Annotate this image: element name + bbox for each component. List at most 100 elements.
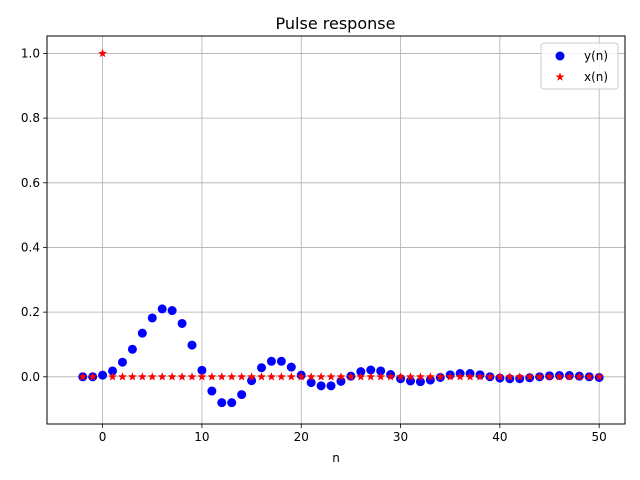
point-x-n xyxy=(187,372,197,381)
point-y-n xyxy=(197,365,207,375)
point-x-n xyxy=(118,372,127,381)
point-y-n xyxy=(326,381,336,391)
point-x-n xyxy=(485,372,495,381)
point-x-n xyxy=(386,372,395,381)
legend: y(n) x(n) xyxy=(540,42,619,90)
point-x-n xyxy=(207,372,217,381)
point-x-n xyxy=(247,372,256,381)
point-y-n xyxy=(117,357,127,367)
point-y-n xyxy=(137,328,147,338)
point-x-n xyxy=(167,372,177,381)
point-x-n xyxy=(237,372,247,381)
x-tick-label: 10 xyxy=(194,430,209,444)
point-y-n xyxy=(266,356,276,366)
point-x-n xyxy=(396,372,405,381)
point-x-n xyxy=(277,372,286,381)
point-x-n xyxy=(584,372,594,381)
point-y-n xyxy=(187,340,197,350)
point-y-n xyxy=(237,390,247,400)
point-y-n xyxy=(177,318,187,328)
point-x-n xyxy=(306,372,316,381)
point-x-n xyxy=(425,372,435,381)
y-tick-label: 0.2 xyxy=(21,305,40,319)
y-tick-label: 0.6 xyxy=(21,176,40,190)
y-tick-label: 0.4 xyxy=(21,240,40,254)
point-x-n xyxy=(594,372,604,381)
point-y-n xyxy=(257,363,267,373)
point-x-n xyxy=(267,372,276,381)
point-x-n xyxy=(98,48,107,58)
point-y-n xyxy=(207,386,217,396)
point-x-n xyxy=(128,372,137,381)
point-x-n xyxy=(326,372,336,381)
y-tick-label: 0.8 xyxy=(21,111,40,125)
point-y-n xyxy=(167,306,177,316)
point-x-n xyxy=(137,372,147,381)
point-y-n xyxy=(366,365,376,375)
point-x-n xyxy=(316,372,326,381)
point-x-n xyxy=(435,372,445,381)
point-x-n xyxy=(78,372,88,381)
point-x-n xyxy=(505,372,515,381)
point-y-n xyxy=(127,344,137,354)
point-x-n xyxy=(406,372,415,381)
chart-title: Pulse response xyxy=(276,14,396,33)
point-x-n xyxy=(197,372,207,381)
point-y-n xyxy=(356,367,366,377)
point-x-n xyxy=(455,372,465,381)
point-y-n xyxy=(247,376,257,386)
point-y-n xyxy=(108,366,118,376)
point-x-n xyxy=(574,372,584,381)
point-y-n xyxy=(147,313,157,323)
legend-marker-y-n xyxy=(555,51,565,61)
point-x-n xyxy=(286,372,296,381)
point-x-n xyxy=(565,372,574,381)
x-tick-label: 0 xyxy=(99,430,107,444)
point-y-n xyxy=(306,378,316,388)
grid xyxy=(47,36,625,424)
legend-marker-x-n xyxy=(555,72,565,81)
point-x-n xyxy=(177,372,187,381)
point-y-n xyxy=(286,362,296,372)
point-y-n xyxy=(217,398,227,408)
point-x-n xyxy=(376,372,386,381)
point-x-n xyxy=(227,372,237,381)
point-y-n xyxy=(276,356,286,366)
point-y-n xyxy=(227,398,237,408)
point-x-n xyxy=(515,372,525,381)
point-x-n xyxy=(356,372,366,381)
x-tick-label: 40 xyxy=(492,430,507,444)
point-y-n xyxy=(316,381,326,391)
point-x-n xyxy=(147,372,157,381)
point-y-n xyxy=(157,304,167,314)
point-x-n xyxy=(465,372,475,381)
x-tick-label: 20 xyxy=(294,430,309,444)
point-x-n xyxy=(555,372,564,381)
x-axis-label: n xyxy=(332,451,340,465)
point-y-n xyxy=(98,370,108,380)
point-x-n xyxy=(346,372,356,381)
point-x-n xyxy=(525,372,535,381)
data-points xyxy=(78,48,604,408)
point-x-n xyxy=(336,372,346,381)
point-x-n xyxy=(495,372,505,381)
y-tick-label: 0.0 xyxy=(21,370,40,384)
legend-label-y-n: y(n) xyxy=(584,49,608,63)
point-x-n xyxy=(108,372,117,381)
x-axis-ticks: 0 10 20 30 40 50 xyxy=(99,424,607,444)
plot-frame xyxy=(46,35,626,425)
y-axis-ticks: 0.0 0.2 0.4 0.6 0.8 1.0 xyxy=(21,46,47,384)
x-tick-label: 50 xyxy=(592,430,607,444)
point-x-n xyxy=(416,372,425,381)
point-x-n xyxy=(535,372,544,381)
point-x-n xyxy=(475,372,485,381)
point-x-n xyxy=(366,372,376,381)
point-x-n xyxy=(88,372,98,381)
x-tick-label: 30 xyxy=(393,430,408,444)
point-x-n xyxy=(296,372,306,381)
point-y-n xyxy=(425,375,435,385)
point-x-n xyxy=(157,372,167,381)
point-x-n xyxy=(545,372,554,381)
point-y-n xyxy=(376,366,386,376)
